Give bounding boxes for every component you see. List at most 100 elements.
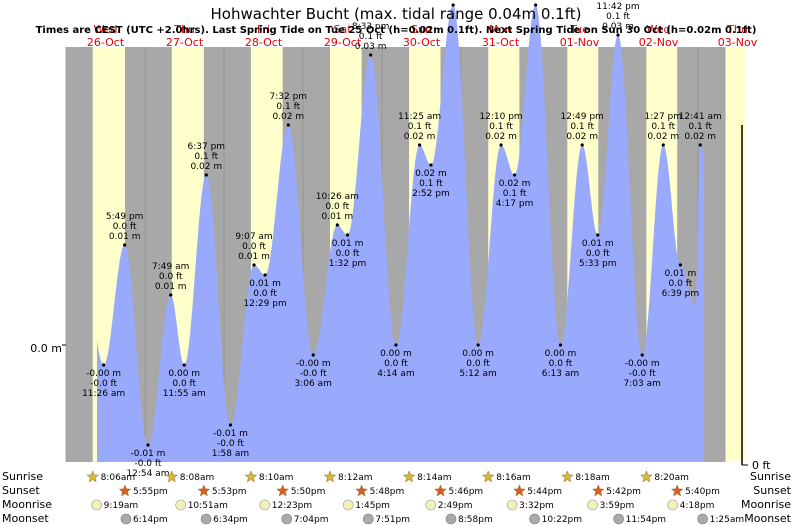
moonset-time: 8:58pm xyxy=(458,515,493,525)
extreme-dot xyxy=(512,173,517,177)
extreme-height-m: 0.02 m xyxy=(647,132,679,142)
sunrise-time: 8:06am xyxy=(101,473,136,483)
extreme-height-ft: -0.0 ft xyxy=(629,369,656,379)
extreme-time: 3:06 am xyxy=(295,379,332,389)
moonset-icon xyxy=(697,513,708,525)
moonset-icon xyxy=(120,513,132,525)
extreme-height-ft: 0.0 ft xyxy=(113,222,137,232)
extreme-dot xyxy=(182,363,186,367)
extreme-height-ft: 0.0 ft xyxy=(336,249,360,259)
sunrise-time: 8:16am xyxy=(496,473,530,483)
row-label-left: Moonset xyxy=(2,512,49,525)
extreme-height-ft: 0.0 ft xyxy=(586,249,610,259)
moonrise-time: 10:51am xyxy=(188,501,228,511)
tide-area xyxy=(97,5,704,462)
sunset-time: 5:50pm xyxy=(291,487,326,497)
extreme-dot xyxy=(335,223,339,227)
extreme-height-ft: 0.1 ft xyxy=(570,122,594,132)
extreme-dot xyxy=(311,353,315,357)
extreme-height-ft: 0.0 ft xyxy=(159,272,183,282)
extreme-time: 6:37 pm xyxy=(188,142,226,152)
extreme-time: 12:41 am xyxy=(679,112,722,122)
extreme-height-m: 0.01 m xyxy=(321,212,353,222)
extreme-dot xyxy=(534,3,538,7)
moonset-time: 7:04pm xyxy=(294,515,329,525)
extreme-height-ft: 0.0 ft xyxy=(242,242,266,252)
extreme-time: 5:49 pm xyxy=(106,212,144,222)
extreme-height-ft: -0.0 ft xyxy=(134,459,161,469)
extreme-time: 8:33 pm xyxy=(352,22,390,32)
moonrise-icon xyxy=(425,499,437,511)
extreme-height-m: -0.01 m xyxy=(131,449,166,459)
extreme-dot xyxy=(678,263,682,267)
sunrise-time: 8:12am xyxy=(338,473,373,483)
extreme-dot xyxy=(228,423,233,427)
extreme-dot xyxy=(102,363,106,367)
moonrise-icon xyxy=(587,499,598,511)
extreme-dot xyxy=(698,143,702,147)
extreme-height-m: 0.02 m xyxy=(485,132,517,142)
extreme-dot xyxy=(429,163,433,167)
extreme-dot xyxy=(558,343,563,347)
day-name: Sat xyxy=(333,23,352,36)
sunset-icon xyxy=(118,484,132,497)
extreme-height-ft: 0.1 ft xyxy=(651,122,675,132)
moonrise-icon xyxy=(342,499,354,511)
extreme-dot xyxy=(661,143,665,147)
extreme-height-ft: 0.1 ft xyxy=(276,102,300,112)
day-name: Tue xyxy=(569,23,589,36)
extreme-height-m: 0.03 m xyxy=(437,0,469,2)
extreme-height-m: 0.02 m xyxy=(404,132,436,142)
extreme-height-m: 0.00 m xyxy=(380,349,412,359)
extreme-time: 12:10 pm xyxy=(479,112,522,122)
moonset-time: 11:54pm xyxy=(626,515,666,525)
sunrise-icon xyxy=(323,470,337,483)
moonset-time: 1:25am xyxy=(710,515,745,525)
row-label-right: Sunset xyxy=(753,484,791,497)
extreme-dot xyxy=(451,3,455,7)
row-label-right: Moonset xyxy=(744,512,791,525)
extreme-height-m: 0.00 m xyxy=(168,369,200,379)
extreme-time: 4:14 am xyxy=(377,369,414,379)
extreme-dot xyxy=(123,243,127,247)
sunset-time: 5:42pm xyxy=(606,487,641,497)
extreme-height-ft: 0.0 ft xyxy=(253,289,277,299)
sunset-icon xyxy=(355,484,368,497)
row-label-right: Moonrise xyxy=(741,498,791,511)
y-axis-left-label: 0.0 m xyxy=(30,342,62,355)
day-date: 30-Oct xyxy=(403,36,441,49)
sunset-icon xyxy=(434,484,447,497)
extreme-dot xyxy=(476,343,480,347)
sunset-icon xyxy=(276,484,290,497)
moonset-icon xyxy=(445,513,457,525)
y-axis-right-label: 0 ft xyxy=(752,459,771,472)
axes xyxy=(62,125,748,466)
moonrise-time: 12:23pm xyxy=(272,501,312,511)
sunset-time: 5:55pm xyxy=(133,487,168,497)
extreme-time: 7:49 am xyxy=(152,262,189,272)
extreme-dot xyxy=(580,143,584,147)
day-name: Thu xyxy=(726,23,748,36)
extreme-dot xyxy=(169,293,173,297)
extreme-time: 10:26 am xyxy=(316,192,359,202)
extreme-height-ft: 0.0 ft xyxy=(384,359,408,369)
day-name: Sun xyxy=(411,23,432,36)
sunrise-icon xyxy=(244,470,258,483)
sunset-time: 5:46pm xyxy=(448,487,483,497)
extreme-height-ft: 0.0 ft xyxy=(549,359,573,369)
sunset-icon xyxy=(591,484,605,497)
extreme-height-m: -0.00 m xyxy=(86,369,121,379)
sunrise-icon xyxy=(402,470,416,483)
sunrise-time: 8:20am xyxy=(654,473,689,483)
extreme-height-m: 0.03 m xyxy=(602,22,634,32)
extreme-height-m: -0.00 m xyxy=(625,359,660,369)
extreme-dot xyxy=(394,343,398,347)
moonrise-icon xyxy=(175,499,187,511)
row-label-left: Sunrise xyxy=(2,470,43,483)
moonrise-time: 3:59pm xyxy=(600,501,635,511)
sunset-icon xyxy=(670,484,684,497)
extreme-dot xyxy=(616,33,620,37)
